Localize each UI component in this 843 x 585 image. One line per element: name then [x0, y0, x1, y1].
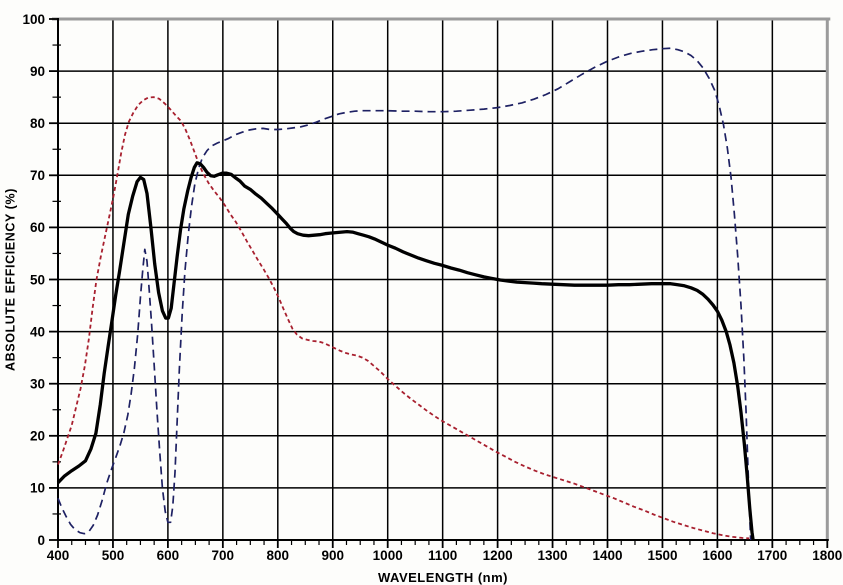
gridlines	[58, 19, 828, 540]
series-dashed-blue-curve	[57, 47, 752, 541]
x-tick-label: 1200	[483, 548, 513, 563]
x-tick-label: 400	[47, 548, 70, 563]
x-tick-label: 900	[322, 548, 345, 563]
x-tick-label: 1500	[647, 548, 677, 563]
tick-labels: 400 500 600 700 800 900 1000 1100 1200 1300 1400 15…	[22, 12, 842, 563]
y-tick-label: 40	[30, 324, 45, 339]
x-tick-label: 700	[212, 548, 235, 563]
x-tick-label: 1600	[702, 548, 732, 563]
y-axis-title: ABSOLUTE EFFICIENCY (%)	[3, 187, 18, 372]
x-tick-label: 800	[267, 548, 290, 563]
y-tick-label: 30	[30, 377, 45, 392]
axis-ticks	[49, 18, 829, 548]
x-tick-label: 500	[102, 548, 125, 563]
y-tick-label: 80	[30, 116, 45, 131]
x-tick-label: 1800	[812, 548, 842, 563]
x-tick-label: 1100	[428, 548, 457, 563]
series-thick-solid-black-curve	[56, 161, 755, 541]
series-lines	[56, 47, 755, 541]
x-axis-title: WAVELENGTH (nm)	[377, 570, 509, 585]
x-tick-label: 1300	[537, 548, 567, 563]
y-tick-label: 70	[30, 168, 45, 183]
y-tick-label: 100	[22, 12, 45, 27]
x-tick-label: 600	[157, 548, 180, 563]
y-tick-label: 50	[30, 272, 45, 287]
y-tick-label: 90	[30, 64, 45, 79]
y-tick-label: 20	[30, 429, 45, 444]
y-tick-label: 0	[37, 533, 45, 548]
y-tick-label: 60	[30, 220, 45, 235]
x-tick-label: 1400	[592, 548, 622, 563]
x-tick-label: 1700	[757, 548, 787, 563]
x-tick-label: 1000	[373, 548, 403, 563]
y-tick-label: 10	[30, 481, 45, 496]
